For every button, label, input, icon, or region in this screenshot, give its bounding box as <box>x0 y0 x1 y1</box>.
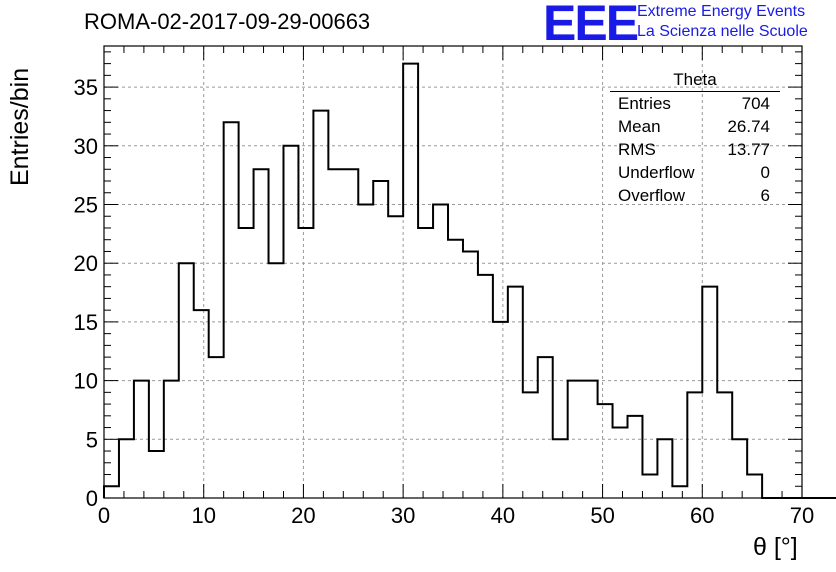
stats-label: Entries <box>618 94 671 113</box>
histogram-bin <box>687 392 702 498</box>
histogram-bin <box>463 251 478 498</box>
histogram-bin <box>493 322 508 498</box>
stats-row-overflow: Overflow 6 <box>610 184 780 207</box>
histogram-bin <box>448 240 463 498</box>
histogram-bin <box>104 486 119 498</box>
histogram-bin <box>313 111 328 498</box>
histogram-bin <box>478 275 493 498</box>
histogram-bin <box>298 228 313 498</box>
stats-label: RMS <box>618 140 656 159</box>
y-axis-title: Entries/bin <box>6 67 34 186</box>
x-axis-title: θ [°] <box>753 533 798 561</box>
y-tick-label: 25 <box>74 192 98 217</box>
histogram-bin <box>418 228 433 498</box>
run-title: ROMA-02-2017-09-29-00663 <box>84 9 371 34</box>
eee-logo: EEE <box>543 0 639 51</box>
stats-value: 0 <box>760 163 770 182</box>
histogram-bin <box>672 486 687 498</box>
stats-label: Mean <box>618 117 661 136</box>
stats-label: Overflow <box>618 186 686 205</box>
histogram-bin <box>613 428 628 498</box>
stats-row-mean: Mean 26.74 <box>610 115 780 138</box>
histogram-bin <box>119 439 134 498</box>
y-tick-label: 15 <box>74 310 98 335</box>
y-tick-label: 20 <box>74 251 98 276</box>
stats-label: Underflow <box>618 163 695 182</box>
stats-title: Theta <box>610 70 780 92</box>
y-tick-label: 5 <box>86 427 98 452</box>
stats-row-rms: RMS 13.77 <box>610 138 780 161</box>
histogram-bars <box>103 62 836 499</box>
histogram-bin <box>732 439 747 498</box>
histogram-bin <box>508 287 523 498</box>
histogram-bin <box>358 204 373 498</box>
histogram-bin <box>343 169 358 498</box>
histogram-bin <box>717 392 732 498</box>
x-tick-label: 40 <box>491 503 515 528</box>
y-tick-label: 10 <box>74 369 98 394</box>
histogram-bin <box>149 451 164 498</box>
stats-box: Theta Entries 704 Mean 26.74 RMS 13.77 U… <box>610 70 780 207</box>
grid-lines <box>104 46 802 498</box>
histogram-bin <box>628 416 643 498</box>
axis-ticks <box>103 46 803 499</box>
histogram-bin <box>523 392 538 498</box>
histogram-bin <box>702 287 717 498</box>
x-tick-label: 0 <box>98 503 110 528</box>
x-tick-label: 30 <box>391 503 415 528</box>
x-tick-label: 50 <box>590 503 614 528</box>
histogram-bin <box>598 404 613 498</box>
x-tick-label: 70 <box>790 503 814 528</box>
logo-caption-line1: Extreme Energy Events <box>637 3 806 20</box>
x-tick-label: 20 <box>291 503 315 528</box>
histogram-bin <box>553 439 568 498</box>
histogram-bin <box>657 439 672 498</box>
y-tick-label: 35 <box>74 75 98 100</box>
histogram-bin <box>403 64 418 498</box>
histogram-bin <box>224 122 239 498</box>
x-tick-label: 10 <box>191 503 215 528</box>
logo-caption-line2: La Scienza nelle Scuole <box>637 23 808 40</box>
histogram-bin <box>179 263 194 498</box>
histogram-bin <box>254 169 269 498</box>
stats-value: 26.74 <box>727 117 770 136</box>
stats-value: 6 <box>760 186 770 205</box>
histogram-bin <box>239 228 254 498</box>
histogram-bin <box>209 357 224 498</box>
histogram-outline <box>103 62 836 499</box>
stats-row-entries: Entries 704 <box>610 92 780 115</box>
y-tick-label: 0 <box>86 486 98 511</box>
histogram-bin <box>373 181 388 498</box>
x-tick-label: 60 <box>690 503 714 528</box>
stats-value: 13.77 <box>727 140 770 159</box>
histogram-bin <box>388 216 403 498</box>
histogram-bin <box>642 475 657 498</box>
stats-row-underflow: Underflow 0 <box>610 161 780 184</box>
histogram-bin <box>538 357 553 498</box>
histogram-bin <box>433 204 448 498</box>
plot-frame <box>103 45 803 499</box>
histogram-bin <box>194 310 209 498</box>
stats-value: 704 <box>741 94 770 113</box>
y-tick-label: 30 <box>74 134 98 159</box>
histogram-bin <box>328 169 343 498</box>
histogram-bin <box>269 263 284 498</box>
histogram-bin <box>747 475 762 498</box>
